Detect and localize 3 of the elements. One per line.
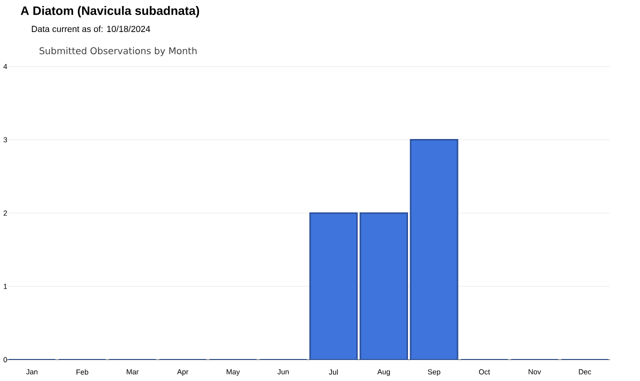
text: Submitted Observations by Month — [40, 47, 197, 56]
chart-subtitle: Data current as of: 10/18/2024 — [32, 25, 150, 32]
chart-title: A Diatom (Navicula subadnata) — [20, 6, 200, 18]
